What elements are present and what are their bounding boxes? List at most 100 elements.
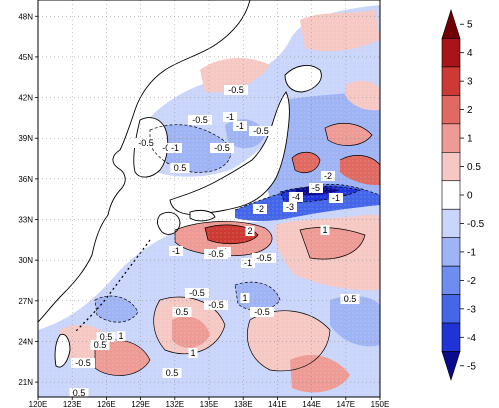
contour-label: -2 [324,171,332,181]
contour-label: 0.5 [166,368,179,378]
contour-label-bg [340,294,360,304]
contour-label: 2 [247,226,252,236]
ryukyu-islands [74,239,151,333]
contour-label-bg [210,143,234,153]
contour-line [291,151,321,174]
contour-label-bg [321,171,335,181]
lat-tick-label: 33N [18,216,33,225]
contour-label-bg [69,388,89,398]
contour-label-bg [169,246,183,256]
colorbar-label: -2 [467,276,476,287]
contour-label: -1 [172,246,180,256]
contour-label: 0.5 [100,332,113,342]
contour-label-bg [289,192,303,202]
contour-label-bg [233,121,247,131]
contour-label-bg [223,112,237,122]
contour-label: -0.5 [189,288,205,298]
latitude-axis: 48N 45N 42N 39N 36N 33N 30N 27N 24N 21N [18,12,38,387]
colorbar-segment [441,66,461,96]
contour-label-bg [329,193,343,203]
contour-label-bg [96,332,116,342]
contour-label: -0.5 [208,249,224,259]
colorbar-label: 5 [467,20,473,31]
contour-label: 1 [118,331,123,341]
lon-tick-label: 135E [200,400,219,408]
lon-tick-label: 141E [268,400,287,408]
contour-label-bg [240,293,250,303]
lon-tick-label: 126E [97,400,116,408]
contour-label-bg [204,300,228,310]
lat-tick-label: 48N [18,12,33,21]
lon-tick-label: 144E [302,400,321,408]
colorbar-label: -0.5 [467,219,485,230]
contour-label-bg [71,358,95,368]
contour-label-bg [162,368,182,378]
lat-tick-label: 45N [18,53,33,62]
lon-tick-label: 129E [131,400,150,408]
contour-label: -1 [226,112,234,122]
contour-label-bg [250,307,274,317]
lon-tick-label: 147E [336,400,355,408]
colorbar: 5 4 3 2 1 0.5 0 -0.5 -1 -2 -3 -4 -5 [441,9,485,381]
contour-label: 0.5 [344,294,357,304]
contour-label-bg [170,163,190,173]
colorbar-segment [441,123,461,153]
contour-label-bg [253,204,267,214]
lon-tick-label: 138E [234,400,253,408]
colorbar-segment [441,9,461,39]
contour-label-bg [241,258,255,268]
contour-label: -1 [244,258,252,268]
colorbar-segment [441,180,461,210]
contour-label: -0.5 [228,85,244,95]
longitude-axis: 120E 123E 126E 129E 132E 135E 138E 141E 144E 147E… [29,397,390,408]
colorbar-segment [441,322,461,352]
colorbar-label: 1 [467,134,473,145]
contour-label: 1 [322,225,327,235]
contour-label: 0.5 [94,340,107,350]
gridlines [38,0,380,397]
contour-line [339,155,380,166]
contour-label: -0.5 [208,300,224,310]
colorbar-segment [441,237,461,267]
colorbar-label: -4 [467,333,476,344]
contour-label-bg [116,331,126,341]
contour-label-bg [172,307,192,317]
colorbar-label: -3 [467,304,476,315]
lat-tick-label: 24N [18,337,33,346]
colorbar-label: 0.5 [467,162,481,173]
contour-label-bg [249,126,273,136]
lon-tick-label: 150E [371,400,390,408]
contour-label: -1 [236,121,244,131]
lat-tick-label: 42N [18,94,33,103]
colorbar-segment [441,265,461,295]
lon-tick-label: 120E [29,400,48,408]
colorbar-label: 3 [467,77,473,88]
contour-label-bg [188,348,198,358]
contour-label-bg [252,253,276,263]
taiwan [54,333,71,368]
colorbar-segment [441,294,461,324]
contour-line [204,224,259,245]
lat-tick-label: 30N [18,256,33,265]
contour-label: 1 [242,293,247,303]
lat-tick-label: 27N [18,297,33,306]
contour-label: -0.5 [214,143,230,153]
contour-label-bg [283,202,297,212]
contour-line [279,186,362,204]
japan-hokkaido [284,64,322,93]
colorbar-label: -5 [467,361,476,372]
contour-line [234,281,281,311]
contour-label: -0.5 [256,253,272,263]
asian-mainland [38,0,251,323]
contour-label: -1 [332,193,340,203]
contour-line [174,221,273,257]
contour-label-bg [309,183,323,193]
japan-shikoku [189,209,216,222]
contour-line [324,122,373,146]
colorbar-label: 4 [467,48,473,59]
contour-label: -3 [286,202,294,212]
contour-line [149,124,231,173]
contour-label: 1 [190,348,195,358]
japan-honshu [169,91,290,215]
